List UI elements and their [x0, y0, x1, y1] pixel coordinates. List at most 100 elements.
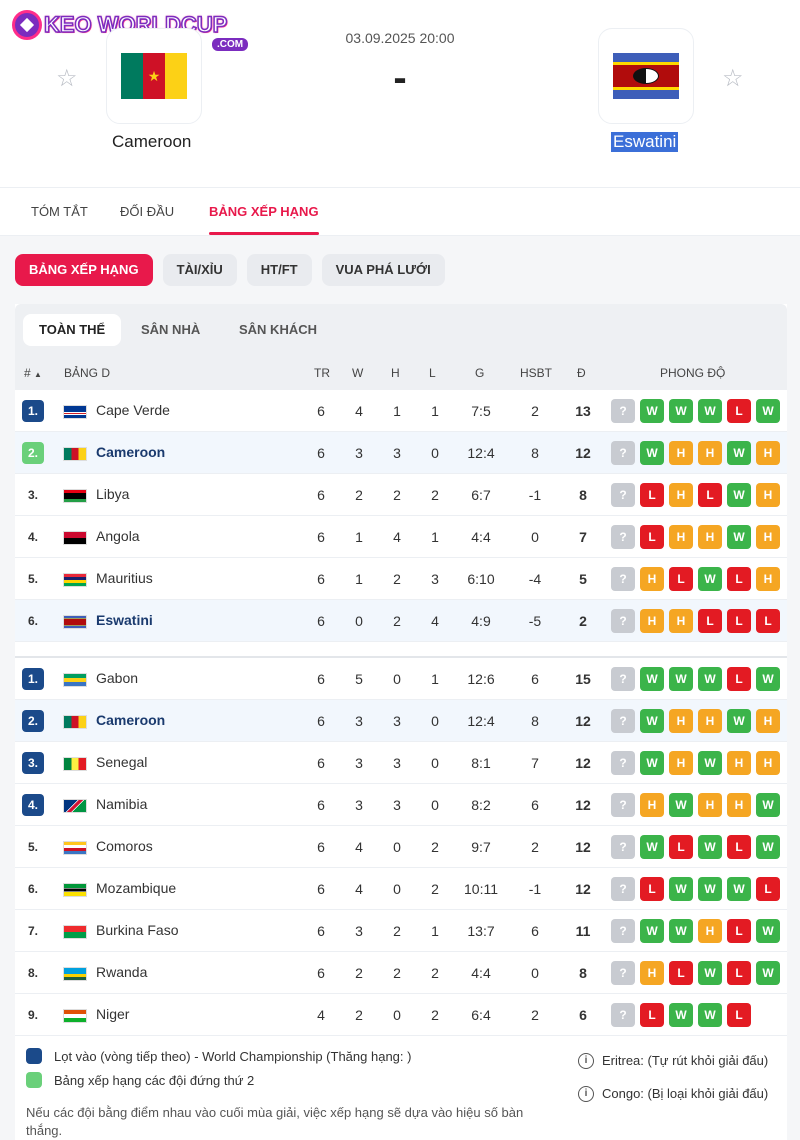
header-goals[interactable]: G: [475, 366, 485, 380]
header-points[interactable]: Đ: [577, 366, 586, 380]
next-match-badge[interactable]: ?: [611, 793, 635, 817]
team-name[interactable]: Cape Verde: [96, 402, 170, 418]
tab-summary[interactable]: TÓM TẮT: [31, 204, 88, 219]
form-badge[interactable]: W: [669, 399, 693, 423]
form-badge[interactable]: W: [756, 919, 780, 943]
team-name[interactable]: Mozambique: [96, 880, 177, 896]
pill-standings[interactable]: BẢNG XẾP HẠNG: [15, 254, 153, 286]
form-badge[interactable]: L: [640, 483, 664, 507]
form-badge[interactable]: L: [727, 667, 751, 691]
team-name[interactable]: Cameroon: [96, 444, 166, 460]
favorite-away-star-icon[interactable]: ☆: [722, 65, 744, 92]
form-badge[interactable]: W: [669, 1003, 693, 1027]
next-match-badge[interactable]: ?: [611, 667, 635, 691]
away-team-logo[interactable]: [598, 28, 694, 124]
form-badge[interactable]: H: [669, 525, 693, 549]
next-match-badge[interactable]: ?: [611, 567, 635, 591]
table-row[interactable]: 9. Niger 4 2 0 2 6:4 2 6? L W W L: [15, 994, 787, 1036]
form-badge[interactable]: L: [727, 399, 751, 423]
form-badge[interactable]: L: [727, 961, 751, 985]
team-name[interactable]: Angola: [96, 528, 140, 544]
form-badge[interactable]: H: [669, 709, 693, 733]
pill-over-under[interactable]: TÀI/XỈU: [162, 254, 237, 286]
form-badge[interactable]: L: [727, 1003, 751, 1027]
form-badge[interactable]: W: [640, 399, 664, 423]
next-match-badge[interactable]: ?: [611, 919, 635, 943]
team-name[interactable]: Libya: [96, 486, 130, 502]
form-badge[interactable]: H: [698, 709, 722, 733]
next-match-badge[interactable]: ?: [611, 609, 635, 633]
form-badge[interactable]: W: [640, 667, 664, 691]
form-badge[interactable]: W: [669, 793, 693, 817]
tab-standings[interactable]: BẢNG XẾP HẠNG: [209, 204, 319, 219]
tab-head-to-head[interactable]: ĐỐI ĐẦU: [120, 204, 175, 219]
form-badge[interactable]: L: [698, 609, 722, 633]
form-badge[interactable]: W: [640, 441, 664, 465]
form-badge[interactable]: W: [698, 751, 722, 775]
form-badge[interactable]: H: [756, 751, 780, 775]
form-badge[interactable]: W: [669, 919, 693, 943]
form-badge[interactable]: L: [756, 609, 780, 633]
table-row[interactable]: 2. Cameroon 6 3 3 0 12:4 8 12? W H H W H: [15, 700, 787, 742]
table-row[interactable]: 2. Cameroon 6 3 3 0 12:4 8 12? W H H W H: [15, 432, 787, 474]
table-row[interactable]: 3. Senegal 6 3 3 0 8:1 7 12? W H W H H: [15, 742, 787, 784]
header-wins[interactable]: W: [352, 366, 364, 380]
form-badge[interactable]: W: [640, 835, 664, 859]
form-badge[interactable]: W: [756, 961, 780, 985]
form-badge[interactable]: W: [640, 751, 664, 775]
form-badge[interactable]: H: [698, 919, 722, 943]
form-badge[interactable]: H: [756, 567, 780, 591]
form-badge[interactable]: H: [640, 609, 664, 633]
form-badge[interactable]: L: [727, 835, 751, 859]
next-match-badge[interactable]: ?: [611, 483, 635, 507]
next-match-badge[interactable]: ?: [611, 525, 635, 549]
form-badge[interactable]: L: [669, 567, 693, 591]
form-badge[interactable]: L: [640, 1003, 664, 1027]
team-name[interactable]: Cameroon: [96, 712, 166, 728]
team-name[interactable]: Gabon: [96, 670, 139, 686]
home-team-logo[interactable]: ★: [106, 28, 202, 124]
header-rank[interactable]: # ▲: [24, 366, 42, 380]
form-badge[interactable]: W: [756, 793, 780, 817]
table-row[interactable]: 6. Eswatini 6 0 2 4 4:9 -5 2? H H L L L: [15, 600, 787, 642]
table-row[interactable]: 8. Rwanda 6 2 2 2 4:4 0 8? H L W L W: [15, 952, 787, 994]
table-row[interactable]: 7. Burkina Faso 6 3 2 1 13:7 6 11? W W H L W: [15, 910, 787, 952]
next-match-badge[interactable]: ?: [611, 1003, 635, 1027]
form-badge[interactable]: L: [669, 835, 693, 859]
table-row[interactable]: 5. Comoros 6 4 0 2 9:7 2 12? W L W L W: [15, 826, 787, 868]
next-match-badge[interactable]: ?: [611, 751, 635, 775]
form-badge[interactable]: L: [698, 483, 722, 507]
form-badge[interactable]: W: [727, 441, 751, 465]
form-badge[interactable]: H: [756, 709, 780, 733]
header-losses[interactable]: L: [429, 366, 436, 380]
form-badge[interactable]: W: [756, 399, 780, 423]
form-badge[interactable]: H: [727, 751, 751, 775]
next-match-badge[interactable]: ?: [611, 441, 635, 465]
team-name[interactable]: Comoros: [96, 838, 153, 854]
subtab-away[interactable]: SÂN KHÁCH: [239, 322, 317, 337]
form-badge[interactable]: W: [669, 877, 693, 901]
form-badge[interactable]: H: [669, 751, 693, 775]
form-badge[interactable]: H: [698, 793, 722, 817]
favorite-home-star-icon[interactable]: ☆: [56, 65, 78, 92]
form-badge[interactable]: H: [698, 441, 722, 465]
next-match-badge[interactable]: ?: [611, 399, 635, 423]
away-team-name[interactable]: Eswatini: [611, 132, 679, 152]
form-badge[interactable]: L: [640, 525, 664, 549]
form-badge[interactable]: H: [640, 567, 664, 591]
form-badge[interactable]: W: [698, 667, 722, 691]
form-badge[interactable]: W: [640, 919, 664, 943]
subtab-overall[interactable]: TOÀN THỂ: [23, 314, 122, 346]
table-row[interactable]: 4. Namibia 6 3 3 0 8:2 6 12? H W H H W: [15, 784, 787, 826]
form-badge[interactable]: H: [756, 483, 780, 507]
form-badge[interactable]: H: [640, 961, 664, 985]
form-badge[interactable]: W: [727, 525, 751, 549]
table-row[interactable]: 3. Libya 6 2 2 2 6:7 -1 8? L H L W H: [15, 474, 787, 516]
pill-ht-ft[interactable]: HT/FT: [246, 254, 312, 286]
subtab-home[interactable]: SÂN NHÀ: [141, 322, 201, 337]
form-badge[interactable]: W: [756, 835, 780, 859]
form-badge[interactable]: L: [640, 877, 664, 901]
next-match-badge[interactable]: ?: [611, 709, 635, 733]
pill-top-scorers[interactable]: VUA PHÁ LƯỚI: [321, 254, 445, 286]
form-badge[interactable]: H: [756, 441, 780, 465]
